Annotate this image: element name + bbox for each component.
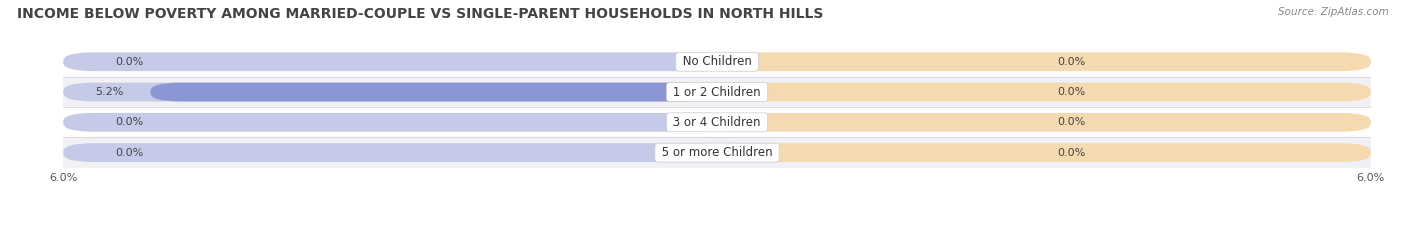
Text: 1 or 2 Children: 1 or 2 Children bbox=[669, 86, 765, 99]
Text: No Children: No Children bbox=[679, 55, 755, 68]
Bar bbox=[63, 47, 1371, 77]
Bar bbox=[63, 107, 1371, 137]
FancyBboxPatch shape bbox=[717, 83, 1371, 101]
FancyBboxPatch shape bbox=[679, 143, 717, 162]
Text: 0.0%: 0.0% bbox=[115, 57, 143, 67]
Text: 0.0%: 0.0% bbox=[115, 148, 143, 158]
FancyBboxPatch shape bbox=[717, 52, 1371, 71]
FancyBboxPatch shape bbox=[717, 83, 755, 101]
Bar bbox=[63, 137, 1371, 168]
FancyBboxPatch shape bbox=[717, 113, 1371, 132]
Bar bbox=[63, 77, 1371, 107]
Text: 0.0%: 0.0% bbox=[1057, 57, 1085, 67]
FancyBboxPatch shape bbox=[150, 83, 717, 101]
FancyBboxPatch shape bbox=[717, 52, 755, 71]
FancyBboxPatch shape bbox=[717, 113, 755, 132]
FancyBboxPatch shape bbox=[717, 143, 755, 162]
Text: Source: ZipAtlas.com: Source: ZipAtlas.com bbox=[1278, 7, 1389, 17]
Text: 0.0%: 0.0% bbox=[115, 117, 143, 127]
FancyBboxPatch shape bbox=[63, 83, 717, 101]
FancyBboxPatch shape bbox=[63, 52, 717, 71]
Text: 0.0%: 0.0% bbox=[1057, 148, 1085, 158]
FancyBboxPatch shape bbox=[63, 113, 717, 132]
Text: 3 or 4 Children: 3 or 4 Children bbox=[669, 116, 765, 129]
Text: 5 or more Children: 5 or more Children bbox=[658, 146, 776, 159]
Text: 0.0%: 0.0% bbox=[1057, 87, 1085, 97]
FancyBboxPatch shape bbox=[63, 143, 717, 162]
FancyBboxPatch shape bbox=[679, 113, 717, 132]
Legend: Married Couples, Single Parents: Married Couples, Single Parents bbox=[600, 230, 834, 233]
FancyBboxPatch shape bbox=[717, 143, 1371, 162]
FancyBboxPatch shape bbox=[679, 52, 717, 71]
Text: 0.0%: 0.0% bbox=[1057, 117, 1085, 127]
Text: INCOME BELOW POVERTY AMONG MARRIED-COUPLE VS SINGLE-PARENT HOUSEHOLDS IN NORTH H: INCOME BELOW POVERTY AMONG MARRIED-COUPL… bbox=[17, 7, 824, 21]
Text: 5.2%: 5.2% bbox=[94, 87, 124, 97]
